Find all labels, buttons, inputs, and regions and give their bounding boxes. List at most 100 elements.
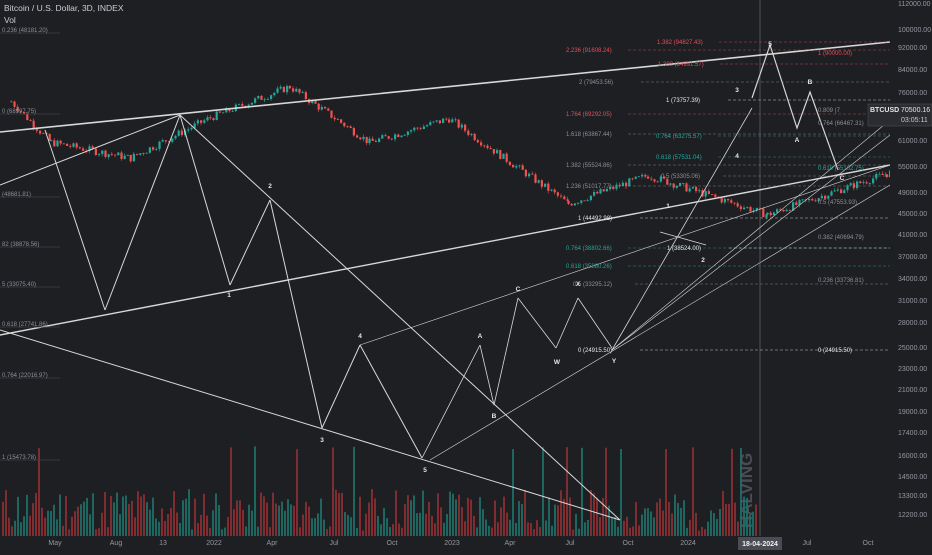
candle-body [730, 200, 733, 203]
volume-bar [530, 522, 532, 536]
candle-body [679, 183, 682, 186]
volume-bar [656, 502, 658, 536]
price-axis-label: 76000.00 [898, 90, 927, 97]
volume-bar [101, 512, 103, 536]
volume-bar [110, 495, 112, 536]
volume-bar [725, 503, 727, 536]
volume-bar [98, 528, 100, 536]
fib-left-label: 82 (38878.56) [2, 242, 39, 248]
candle-body [508, 161, 511, 165]
volume-bar [158, 521, 160, 536]
price-axis-label: 84000.00 [898, 67, 927, 74]
candle-body [736, 203, 739, 207]
candle-body [32, 120, 35, 129]
volume-bar [269, 527, 271, 536]
volume-bar [164, 521, 166, 536]
fib-mid-label: 1.382 (94827.43) [657, 40, 703, 46]
volume-bar [410, 500, 412, 536]
candle-body [795, 202, 798, 205]
candle-body [343, 122, 346, 127]
candle-body [200, 120, 203, 123]
volume-bar [11, 526, 13, 536]
candle-body [120, 152, 123, 159]
candle-body [53, 140, 56, 147]
wave-label: X [576, 281, 581, 288]
candle-body [659, 176, 662, 182]
volume-bar [119, 514, 121, 536]
candle-body [820, 195, 823, 199]
candle-body [496, 150, 499, 154]
candle-body [196, 120, 199, 124]
candle-body [126, 154, 129, 156]
volume-bar [746, 497, 748, 536]
trend-line [479, 344, 495, 406]
volume-bar [437, 493, 439, 536]
volume-bar [248, 504, 250, 536]
candle-body [833, 190, 836, 192]
volume-bar [395, 490, 397, 536]
volume-bar [221, 529, 223, 536]
time-axis-label: 2022 [206, 540, 222, 547]
candle-body [563, 196, 566, 200]
volume-bar [89, 514, 91, 536]
volume-bar [239, 500, 241, 536]
volume-bar [83, 501, 85, 536]
volume-bar [356, 528, 358, 536]
candle-body [505, 153, 508, 162]
volume-bar [389, 526, 391, 536]
candle-body [10, 101, 13, 103]
candle-body [570, 203, 573, 206]
candle-body [352, 127, 355, 136]
volume-bar [497, 522, 499, 536]
fib-mid-label: 2.236 (91608.24) [566, 48, 612, 54]
candle-body [865, 182, 868, 184]
candle-body [746, 207, 749, 208]
volume-bar [719, 509, 721, 536]
candle-body [518, 165, 521, 167]
volume-bar [596, 497, 598, 536]
volume-bar [344, 512, 346, 536]
volume-bar [257, 526, 259, 536]
current-price-label: 70500.16 [901, 107, 930, 114]
candle-body [422, 126, 425, 130]
volume-bar [107, 527, 109, 536]
volume-bar [155, 518, 157, 536]
volume-bar [404, 504, 406, 536]
volume-bar [590, 489, 592, 536]
candle-body [739, 206, 742, 210]
volume-bar [512, 449, 514, 536]
trend-line [359, 344, 423, 459]
price-axis-label: 31000.00 [898, 298, 927, 305]
candle-body [82, 148, 85, 151]
projected-wave-path [751, 43, 839, 171]
candle-body [528, 173, 531, 177]
candle-body [577, 202, 580, 204]
volume-bar [632, 526, 634, 536]
fib-right-label: 0.382 (40694.79) [818, 235, 864, 241]
candle-body [413, 127, 416, 131]
price-axis-label: 13300.00 [898, 493, 927, 500]
candle-body [330, 110, 333, 118]
candle-body [174, 135, 177, 139]
candle-body [859, 181, 862, 184]
candle-body [723, 199, 726, 203]
candle-body [276, 88, 279, 93]
candle-body [711, 194, 714, 195]
volume-bar [623, 520, 625, 536]
candle-body [397, 134, 400, 138]
candle-body [727, 199, 730, 201]
fib-right-label: 0.809 (7 [818, 108, 841, 114]
trend-line [421, 344, 481, 459]
candle-body [685, 183, 688, 192]
volume-bar [716, 518, 718, 536]
candle-body [304, 92, 307, 100]
candle-body [16, 106, 19, 112]
candle-body [362, 136, 365, 140]
volume-bar [113, 502, 115, 536]
candle-body [177, 130, 180, 136]
candle-body [59, 140, 62, 144]
candle-body [314, 100, 317, 104]
candle-body [390, 138, 393, 140]
candle-body [695, 186, 698, 192]
